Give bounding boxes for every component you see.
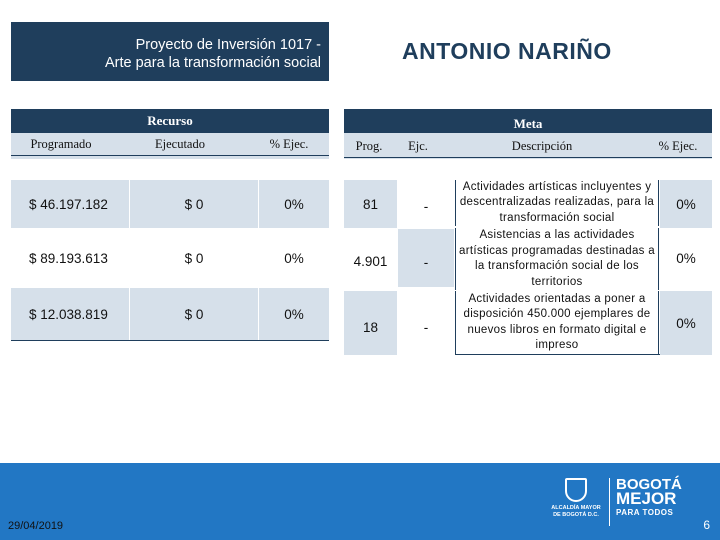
col-ejc: Ejc. — [408, 139, 428, 153]
row1-pct-meta: 0% — [660, 180, 712, 228]
row2-descripcion: Asistencias a las actividades artísticas… — [455, 228, 659, 290]
shield-icon — [565, 478, 587, 502]
row3-prog: 18 — [344, 291, 397, 355]
row3-pct-recurso: 0% — [259, 288, 329, 340]
row2-ejecutado: $ 0 — [130, 229, 258, 287]
col-pct-ejec-recurso: % Ejec. — [269, 137, 309, 151]
row3-pct-meta: 0% — [660, 291, 712, 355]
row3-descripcion: Actividades orientadas a poner a disposi… — [455, 291, 659, 354]
footer-date: 29/04/2019 — [8, 520, 64, 532]
header-rule-meta — [344, 157, 712, 158]
row2-prog: 4.901 — [344, 229, 397, 287]
col-descripcion: Descripción — [511, 139, 573, 153]
header-rule-recurso — [11, 155, 329, 156]
row2-ejc: - — [398, 229, 454, 287]
project-line-1: Proyecto de Inversión 1017 - — [135, 37, 321, 53]
logo-divider — [609, 478, 610, 526]
recurso-header-band — [11, 133, 329, 159]
group-meta: Meta — [344, 109, 712, 133]
row2-pct-meta: 0% — [660, 229, 712, 287]
meta-header-band — [344, 133, 712, 159]
row2-programado: $ 89.193.613 — [11, 229, 129, 287]
row1-ejecutado: $ 0 — [130, 180, 258, 228]
bogota-logo-line2: MEJOR — [616, 489, 677, 508]
row3-ejc: - — [398, 291, 454, 355]
slide-title: ANTONIO NARIÑO — [402, 38, 612, 64]
row1-prog: 81 — [344, 180, 397, 228]
col-pct-ejec-meta: % Ejec. — [658, 139, 698, 153]
bogota-logo-line3: PARA TODOS — [616, 508, 674, 517]
row3-ejecutado: $ 0 — [130, 288, 258, 340]
project-line-2: Arte para la transformación social — [105, 55, 321, 71]
alcaldia-logo-text: ALCALDÍA MAYOR DE BOGOTÁ D.C. — [551, 505, 601, 518]
bottom-rule-descripcion — [455, 354, 660, 355]
col-prog: Prog. — [355, 139, 383, 153]
col-ejecutado: Ejecutado — [155, 137, 205, 151]
bogota-logo: BOGOTÁ MEJOR PARA TODOS — [616, 476, 688, 520]
bogota-logo-line1: BOGOTÁ — [616, 476, 682, 493]
row1-programado: $ 46.197.182 — [11, 180, 129, 228]
bottom-rule-recurso — [11, 340, 329, 341]
row1-ejc: - — [398, 180, 454, 228]
page-number: 6 — [703, 518, 710, 532]
group-recurso: Recurso — [11, 109, 329, 133]
row3-programado: $ 12.038.819 — [11, 288, 129, 340]
col-programado: Programado — [30, 137, 92, 151]
footer-bar — [0, 463, 720, 540]
row1-descripcion: Actividades artísticas incluyentes y des… — [455, 180, 659, 226]
row2-pct-recurso: 0% — [259, 229, 329, 287]
project-header: Proyecto de Inversión 1017 - Arte para l… — [11, 22, 329, 81]
alcaldia-logo: ALCALDÍA MAYOR DE BOGOTÁ D.C. — [548, 478, 604, 528]
row1-pct-recurso: 0% — [259, 180, 329, 228]
